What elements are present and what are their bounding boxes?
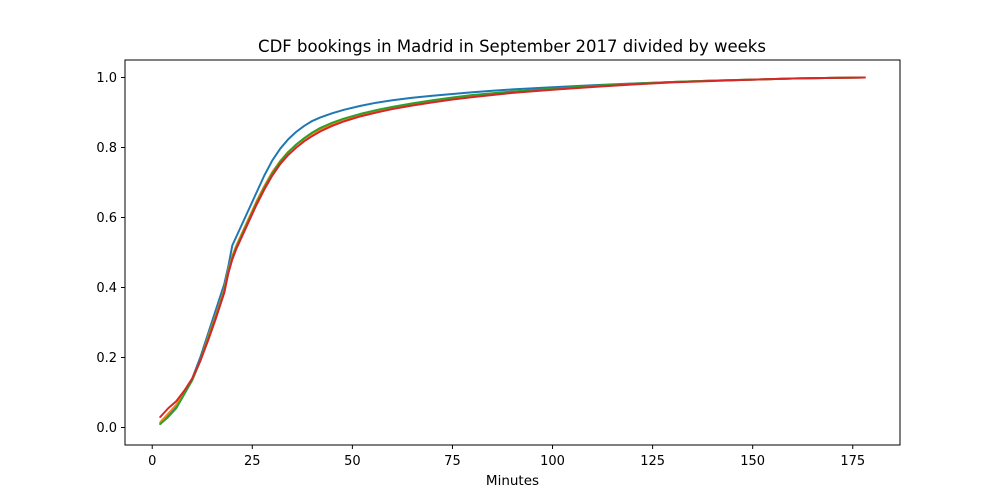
x-tick-label: 150 xyxy=(740,454,765,469)
x-tick-label: 175 xyxy=(840,454,865,469)
x-tick-label: 100 xyxy=(540,454,565,469)
x-tick-label: 0 xyxy=(148,454,156,469)
x-tick-label: 75 xyxy=(444,454,461,469)
y-tick-label: 0.6 xyxy=(96,211,117,226)
plot-area-frame xyxy=(124,59,901,446)
x-tick-label: 125 xyxy=(640,454,665,469)
series-line-4 xyxy=(159,76,866,418)
y-tick-label: 0.2 xyxy=(96,351,117,366)
y-axis-ticks: 0.0 0.2 0.4 0.6 0.8 1.0 xyxy=(96,71,125,436)
x-tick-label: 50 xyxy=(344,454,361,469)
y-tick-label: 1.0 xyxy=(96,71,117,86)
y-tick-label: 0.8 xyxy=(96,141,117,156)
y-tick-label: 0.4 xyxy=(96,281,117,296)
x-axis-label: Minutes xyxy=(486,473,539,489)
y-tick-label: 0.0 xyxy=(96,421,117,436)
x-tick-label: 25 xyxy=(244,454,261,469)
chart-title: CDF bookings in Madrid in September 2017… xyxy=(258,37,766,56)
series-layer xyxy=(159,76,866,425)
x-axis-ticks: 0 25 50 75 100 125 150 175 xyxy=(148,445,865,469)
